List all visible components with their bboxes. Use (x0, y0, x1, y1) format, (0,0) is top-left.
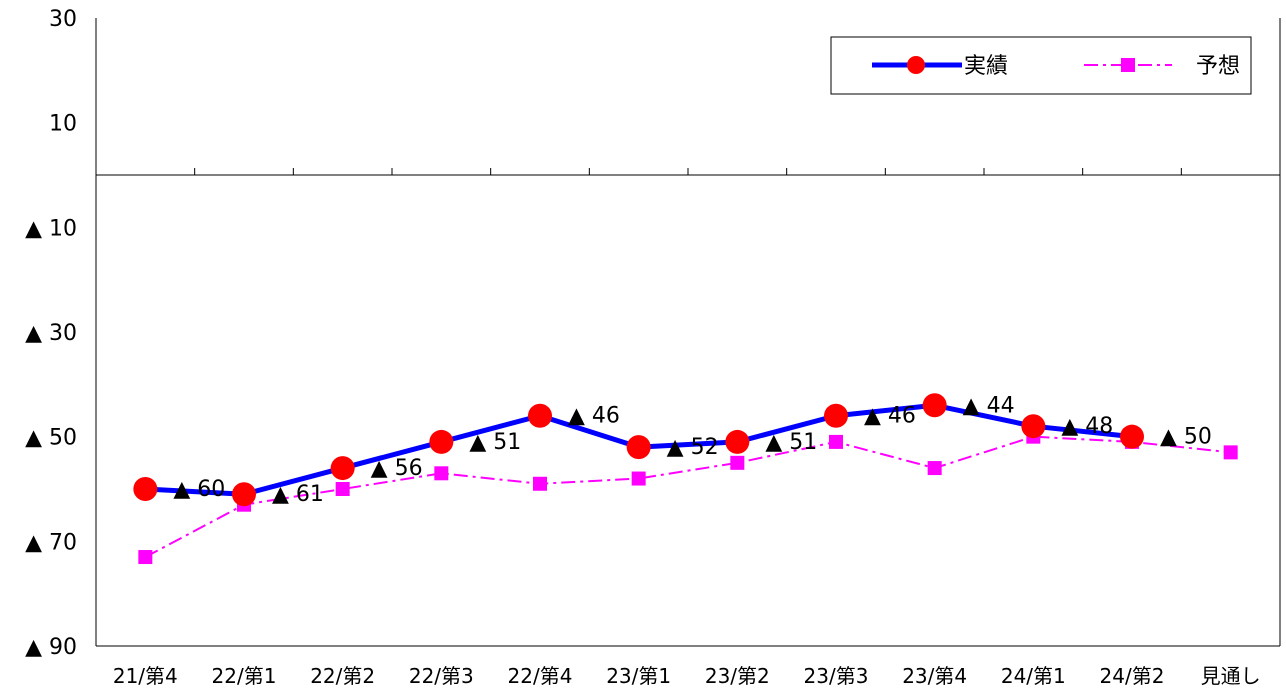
x-tick-label: 23/第1 (606, 664, 671, 688)
x-tick-label: 22/第2 (310, 664, 375, 688)
data-label: ▲ 51 (765, 430, 817, 455)
data-label: ▲ 52 (667, 435, 719, 460)
forecast-point (927, 461, 942, 476)
y-tick-label: ▲ 70 (25, 530, 77, 555)
forecast-point (533, 476, 547, 491)
x-tick-label: 22/第3 (409, 664, 474, 688)
data-label: ▲ 56 (371, 456, 423, 481)
x-tick-labels: 21/第4 22/第1 22/第2 22/第3 22/第4 23/第1 23/第2 23/第3… (113, 168, 1261, 688)
forecast-point (434, 466, 449, 481)
legend-actual-label: 実績 (964, 54, 1008, 79)
forecast-point (730, 455, 745, 470)
axes (95, 18, 1281, 647)
data-label: ▲ 61 (272, 482, 324, 507)
x-tick-label: 24/第1 (1001, 664, 1066, 688)
x-tick-label: 21/第4 (113, 664, 178, 688)
x-tick-label: 23/第4 (902, 664, 967, 688)
forecast-point (1223, 445, 1238, 460)
actual-point (330, 456, 355, 481)
data-label: ▲ 60 (173, 477, 225, 502)
y-tick-label: ▲ 50 (25, 426, 77, 451)
x-tick-label: 22/第4 (508, 664, 573, 688)
y-tick-label: 10 (49, 112, 77, 137)
data-labels: ▲ 60 ▲ 61 ▲ 56 ▲ 51 ▲ 46 ▲ 52 ▲ 51 ▲ 46 ▲ 44 ▲ 48… (173, 393, 1212, 507)
x-tick-label: 24/第2 (1100, 664, 1165, 688)
data-label: ▲ 46 (568, 404, 620, 429)
y-tick-label: ▲ 90 (25, 635, 77, 660)
data-label: ▲ 46 (864, 404, 916, 429)
actual-point (133, 477, 158, 501)
actual-point (725, 429, 750, 454)
y-tick-label: ▲ 10 (25, 216, 77, 241)
actual-point (626, 435, 651, 460)
forecast-point (631, 471, 646, 486)
actual-point (1021, 414, 1046, 439)
forecast-point (829, 434, 843, 449)
actual-point (1120, 424, 1144, 449)
x-tick-label: 見通し (1201, 664, 1261, 688)
legend: 実績 予想 (830, 36, 1252, 95)
y-tick-labels: 30 10 ▲ 10 ▲ 30 ▲ 50 ▲ 70 ▲ 90 (25, 7, 77, 660)
forecast-point (138, 550, 153, 565)
actual-point (922, 393, 947, 418)
actual-point (528, 403, 552, 428)
x-tick-label: 23/第3 (804, 664, 869, 688)
series-markers (133, 393, 1238, 565)
y-tick-label: ▲ 30 (25, 321, 77, 346)
actual-point (232, 482, 256, 507)
data-label: ▲ 51 (469, 430, 521, 455)
data-label: ▲ 44 (963, 393, 1015, 418)
y-tick-label: 30 (49, 7, 77, 32)
data-label: ▲ 48 (1061, 414, 1113, 439)
forecast-series-line (144, 435, 1231, 558)
forecast-point (335, 482, 350, 496)
actual-point (429, 429, 454, 454)
legend-actual-marker (907, 56, 925, 74)
legend-forecast-label: 予想 (1196, 54, 1240, 79)
x-tick-label: 23/第2 (705, 664, 770, 688)
legend-forecast-marker (1121, 58, 1135, 72)
actual-point (824, 403, 848, 428)
data-label: ▲ 50 (1160, 425, 1212, 450)
x-tick-label: 22/第1 (212, 664, 277, 688)
